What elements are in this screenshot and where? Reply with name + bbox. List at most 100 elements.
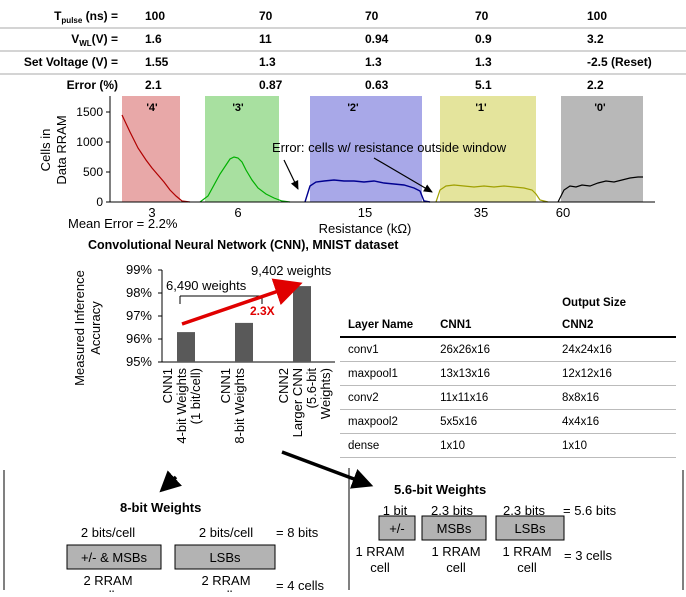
accuracy-bar-chart: Measured Inference Accuracy 99% 98% 97% 96%… (72, 262, 335, 444)
x-tick-label: 6 (234, 205, 241, 220)
series-curve-3 (199, 156, 291, 203)
x-tick-label: 60 (556, 205, 570, 220)
bits-label: 2 bits/cell (199, 525, 253, 540)
window-label: '3' (232, 102, 244, 114)
y-axis-label: Cells in (38, 129, 53, 172)
param-value: 0.63 (365, 78, 389, 92)
lsb-cell-box (495, 515, 565, 541)
param-label: VWL(V) = (71, 32, 118, 48)
y-tick-label: 98% (126, 285, 152, 300)
param-value: 1.55 (145, 55, 169, 69)
param-value: -2.5 (Reset) (587, 55, 652, 69)
weights-label-cnn2: 9,402 weights (251, 263, 332, 278)
rram-label: cells (213, 588, 240, 592)
improvement-ratio: 2.3X (250, 304, 275, 318)
window-1 (440, 96, 536, 202)
rram-label: 2 RRAM (83, 573, 132, 588)
x-tick-label: 3 (148, 205, 155, 220)
rram-label: cell (370, 560, 390, 575)
param-row-tpulse: Tpulse (ns) = 100 70 70 70 100 (54, 9, 607, 25)
y-ticks (106, 111, 110, 203)
y-tick-label: 500 (83, 165, 103, 179)
window-3 (205, 96, 279, 202)
table-row: dense 1x10 1x10 (340, 433, 676, 458)
arrow-to-8bit (159, 470, 182, 493)
table-cell: 1x10 (432, 433, 555, 458)
category-label: CNN1 (160, 368, 175, 403)
box-label: +/- & MSBs (81, 550, 148, 565)
annotation-arrow (283, 159, 299, 190)
table-header: CNN2 (554, 314, 676, 338)
x-tick-label: 35 (474, 205, 488, 220)
table-header: Layer Name (340, 314, 433, 338)
category-label: 8-bit Weights (232, 368, 247, 444)
table-cell: 5x5x16 (432, 409, 555, 434)
param-value: 70 (259, 9, 273, 23)
panel-title: 5.6-bit Weights (394, 482, 486, 497)
param-row-set-voltage: Set Voltage (V) = 1.55 1.3 1.3 1.3 -2.5 … (24, 55, 652, 69)
improvement-arrow (181, 278, 303, 326)
param-label: Tpulse (ns) = (54, 9, 118, 25)
arrow-to-5-6bit (281, 450, 374, 489)
y-tick-label: 99% (126, 262, 152, 277)
param-value: 1.3 (259, 55, 276, 69)
rram-label: cell (517, 560, 537, 575)
rram-label: cell (446, 560, 466, 575)
param-value: 5.1 (475, 78, 492, 92)
parameter-table: Tpulse (ns) = 100 70 70 70 100 VWL(V) = … (0, 9, 686, 92)
box-label: LSBs (514, 521, 546, 536)
category-label: CNN1 (218, 368, 233, 403)
bits-total: = 5.6 bits (563, 503, 617, 518)
cells-total: = 3 cells (564, 548, 613, 563)
param-value: 3.2 (587, 32, 604, 46)
table-header-spacer (340, 292, 432, 314)
y-tick-label: 0 (96, 195, 103, 209)
rram-label: 1 RRAM (431, 544, 480, 559)
param-row-vwl: VWL(V) = 1.6 11 0.94 0.9 3.2 (71, 32, 604, 48)
series-curve-0 (557, 176, 643, 203)
y-tick-label: 1500 (76, 105, 103, 119)
category-label: Weights) (318, 368, 333, 419)
category-label: (1 bit/cell) (188, 368, 203, 424)
msb-cell-box (421, 515, 487, 541)
window-label: '1' (475, 102, 487, 114)
window-0 (561, 96, 643, 202)
rram-label: 1 RRAM (502, 544, 551, 559)
rram-label: 1 RRAM (355, 544, 404, 559)
series-curve-4 (121, 114, 191, 203)
table-cell: 4x4x16 (554, 409, 676, 434)
table-cell: 11x11x16 (432, 385, 555, 410)
param-value: 2.2 (587, 78, 604, 92)
param-value: 1.3 (365, 55, 382, 69)
x-tick-label: 15 (358, 205, 372, 220)
box-label: +/- (389, 521, 405, 536)
five-six-bit-weights-panel: 5.6-bit Weights 1 bit 2.3 bits 2.3 bits … (355, 482, 616, 575)
table-cell: 8x8x16 (554, 385, 676, 410)
y-axis-label: Accuracy (88, 301, 103, 355)
bits-label: 2.3 bits (503, 503, 545, 518)
annotation-arrow (373, 157, 433, 193)
y-tick-label: 1000 (76, 135, 103, 149)
window-4 (122, 96, 180, 202)
distribution-chart: '4' '3' '2' '1' '0' 1500 1000 500 0 Cell… (38, 96, 655, 236)
panel-title: 8-bit Weights (120, 500, 201, 515)
param-value: 0.94 (365, 32, 389, 46)
table-row: conv1 26x26x16 24x24x16 (340, 336, 676, 362)
y-tick-label: 95% (126, 354, 152, 369)
param-label: Set Voltage (V) = (24, 55, 118, 69)
param-value: 1.3 (475, 55, 492, 69)
table-cell: 1x10 (554, 433, 676, 458)
param-value: 0.9 (475, 32, 492, 46)
param-value: 0.87 (259, 78, 283, 92)
accuracy-bar (177, 332, 195, 362)
window-label: '0' (594, 102, 606, 114)
category-label: 4-bit Weights (174, 368, 189, 444)
rram-label: 2 RRAM (201, 573, 250, 588)
bits-label: 2 bits/cell (81, 525, 135, 540)
table-header: CNN1 (432, 314, 555, 338)
accuracy-bar (235, 322, 253, 362)
sign-cell-box (378, 515, 416, 541)
window-label: '4' (146, 102, 158, 114)
